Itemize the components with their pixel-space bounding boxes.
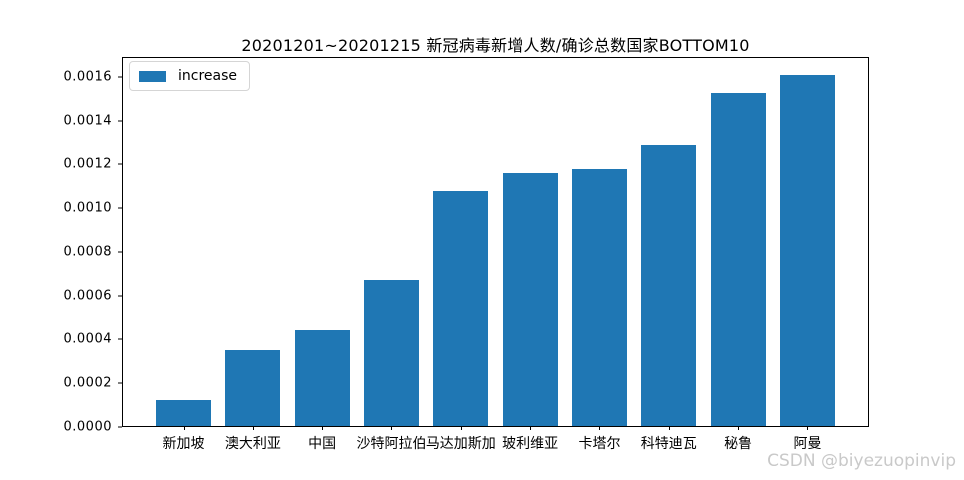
x-tick-mark xyxy=(322,426,324,430)
x-tick-mark xyxy=(738,426,740,430)
bar-column: 秘鲁 xyxy=(710,58,766,452)
bar-column: 中国 xyxy=(294,58,350,452)
y-tick-mark xyxy=(118,163,122,165)
y-tick: 0.0006 xyxy=(63,288,122,304)
legend-label: increase xyxy=(178,68,238,84)
x-tick-mark xyxy=(183,426,185,430)
plot-area: increase 新加坡 澳大利亚 中国 沙特阿拉伯 马达加斯加 玻利维亚 卡塔尔 科特迪瓦 秘… xyxy=(122,57,869,452)
x-tick-label: 马达加斯加 xyxy=(425,436,496,452)
bar xyxy=(779,75,835,426)
bar-column: 卡塔尔 xyxy=(571,58,627,452)
x-tick-label: 玻利维亚 xyxy=(502,436,559,452)
chart-title: 20201201~20201215 新冠病毒新增人数/确诊总数国家BOTTOM1… xyxy=(241,36,750,55)
y-tick-mark xyxy=(118,251,122,253)
y-tick-mark xyxy=(118,295,122,297)
bar xyxy=(156,399,211,426)
bar-column: 沙特阿拉伯 xyxy=(356,58,426,452)
x-tick-mark xyxy=(391,426,393,430)
bar xyxy=(641,145,697,426)
x-tick-mark xyxy=(460,426,462,430)
x-tick-label: 澳大利亚 xyxy=(224,436,281,452)
y-tick-label: 0.0016 xyxy=(63,69,112,85)
bar xyxy=(433,190,489,426)
watermark: CSDN @biyezuopinvip xyxy=(767,451,956,471)
y-tick-label: 0.0004 xyxy=(63,331,112,347)
x-tick-label: 秘鲁 xyxy=(724,436,753,452)
bar xyxy=(225,349,281,426)
bar-column: 马达加斯加 xyxy=(426,58,496,452)
y-tick-mark xyxy=(118,382,122,384)
y-tick-label: 0.0008 xyxy=(63,244,112,260)
x-tick-mark xyxy=(530,426,532,430)
y-tick: 0.0002 xyxy=(63,375,122,391)
bar-column: 澳大利亚 xyxy=(225,58,281,452)
x-tick-label: 中国 xyxy=(308,436,337,452)
x-tick-label: 科特迪瓦 xyxy=(640,436,697,452)
y-tick-label: 0.0002 xyxy=(63,375,112,391)
legend-swatch-increase xyxy=(139,70,166,82)
y-tick-label: 0.0000 xyxy=(63,419,112,435)
bar xyxy=(502,173,558,426)
x-tick-mark xyxy=(668,426,670,430)
legend: increase xyxy=(129,61,251,91)
bar-column: 阿曼 xyxy=(779,58,835,452)
y-tick-mark xyxy=(118,76,122,78)
bar xyxy=(710,92,766,426)
bar xyxy=(363,280,419,426)
y-tick: 0.0010 xyxy=(63,200,122,216)
y-tick-mark xyxy=(118,207,122,209)
y-tick-mark xyxy=(118,426,122,428)
bar xyxy=(294,330,350,426)
bar xyxy=(571,169,627,426)
bar-column: 科特迪瓦 xyxy=(641,58,697,452)
y-tick: 0.0016 xyxy=(63,69,122,85)
y-tick-label: 0.0012 xyxy=(63,156,112,172)
x-tick-label: 沙特阿拉伯 xyxy=(356,436,427,452)
x-tick-mark xyxy=(599,426,601,430)
bars-container: 新加坡 澳大利亚 中国 沙特阿拉伯 马达加斯加 玻利维亚 卡塔尔 科特迪瓦 秘鲁 阿曼 xyxy=(123,58,868,452)
y-tick: 0.0000 xyxy=(63,419,122,435)
x-tick-mark xyxy=(252,426,254,430)
y-tick: 0.0004 xyxy=(63,331,122,347)
x-tick-label: 卡塔尔 xyxy=(578,436,621,452)
y-tick-mark xyxy=(118,338,122,340)
y-axis: 0.0000 0.0002 0.0004 0.0006 0.0008 0.0010 0.00… xyxy=(0,57,122,435)
y-tick: 0.0014 xyxy=(63,113,122,128)
y-tick: 0.0008 xyxy=(63,244,122,260)
x-tick-label: 阿曼 xyxy=(793,436,822,452)
y-tick: 0.0012 xyxy=(63,156,122,172)
x-tick-mark xyxy=(807,426,809,430)
bar-column: 玻利维亚 xyxy=(502,58,558,452)
x-tick-label: 新加坡 xyxy=(162,436,205,452)
y-tick-mark xyxy=(118,120,122,121)
y-tick-label: 0.0010 xyxy=(63,200,112,216)
y-tick-label: 0.0006 xyxy=(63,288,112,304)
bar-column: 新加坡 xyxy=(156,58,211,452)
y-tick-label: 0.0014 xyxy=(63,113,112,128)
